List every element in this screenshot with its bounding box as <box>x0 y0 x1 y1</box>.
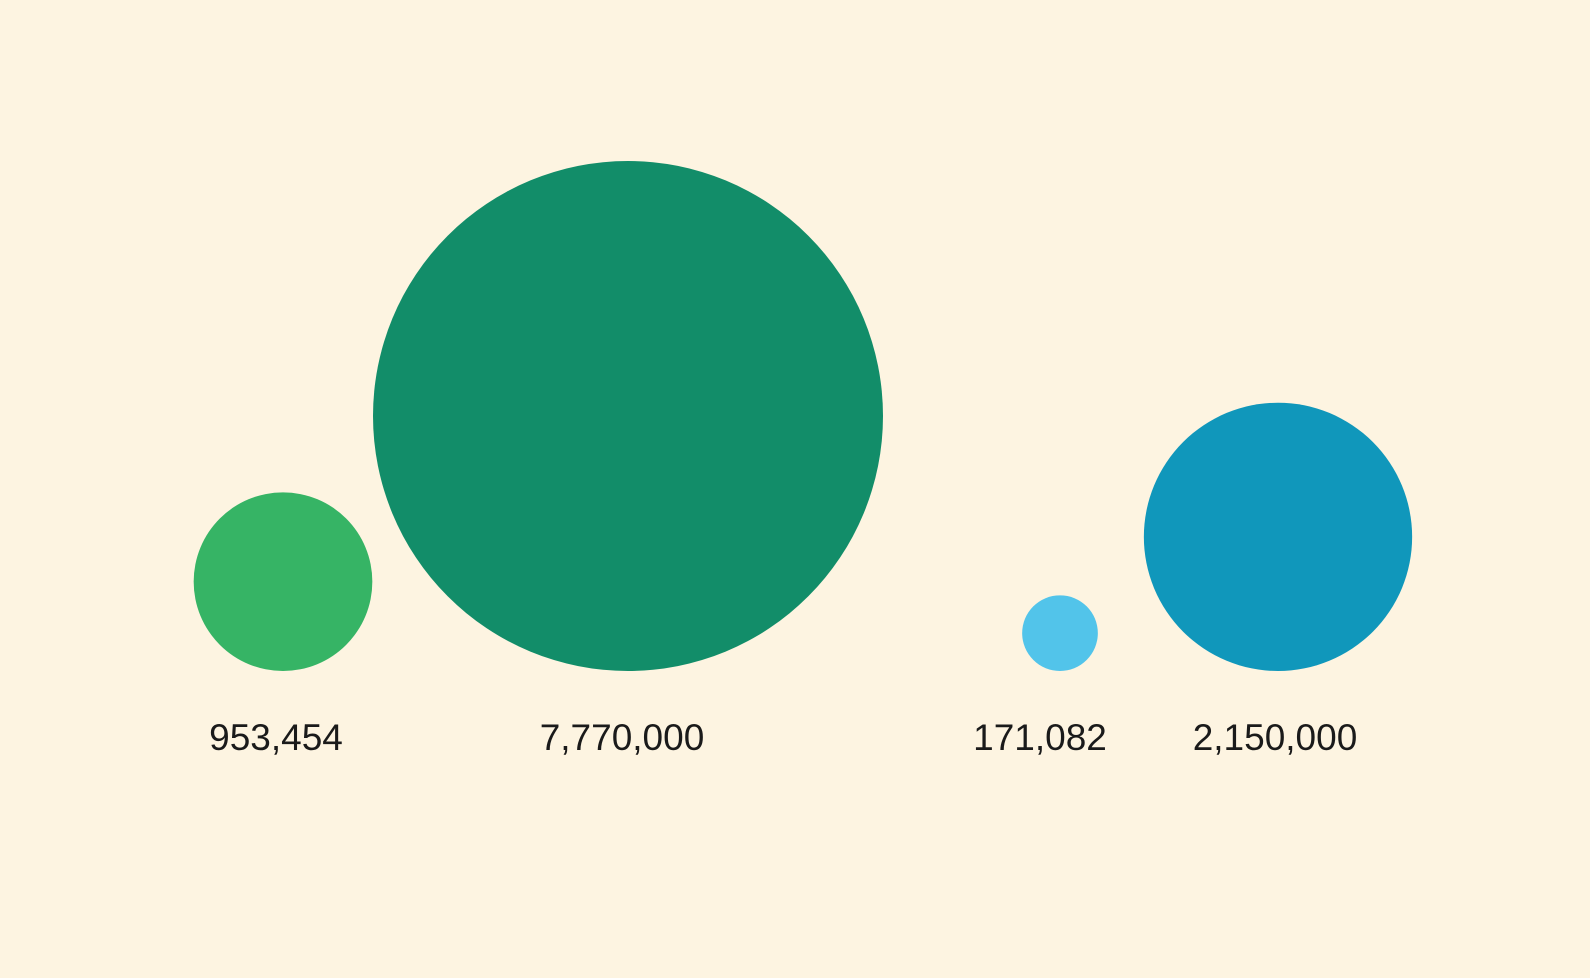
value-label-4: 2,150,000 <box>1193 717 1358 758</box>
value-label-1: 953,454 <box>209 717 343 758</box>
value-label-2: 7,770,000 <box>540 717 705 758</box>
bubbles-group <box>193 161 1413 671</box>
value-label-3: 171,082 <box>973 717 1107 758</box>
bubble-2 <box>373 161 883 671</box>
bubble-4 <box>1143 402 1413 671</box>
bubble-1 <box>193 492 373 671</box>
value-labels-group: 953,454 7,770,000 171,082 2,150,000 <box>209 717 1357 758</box>
bubble-3 <box>1022 595 1098 671</box>
